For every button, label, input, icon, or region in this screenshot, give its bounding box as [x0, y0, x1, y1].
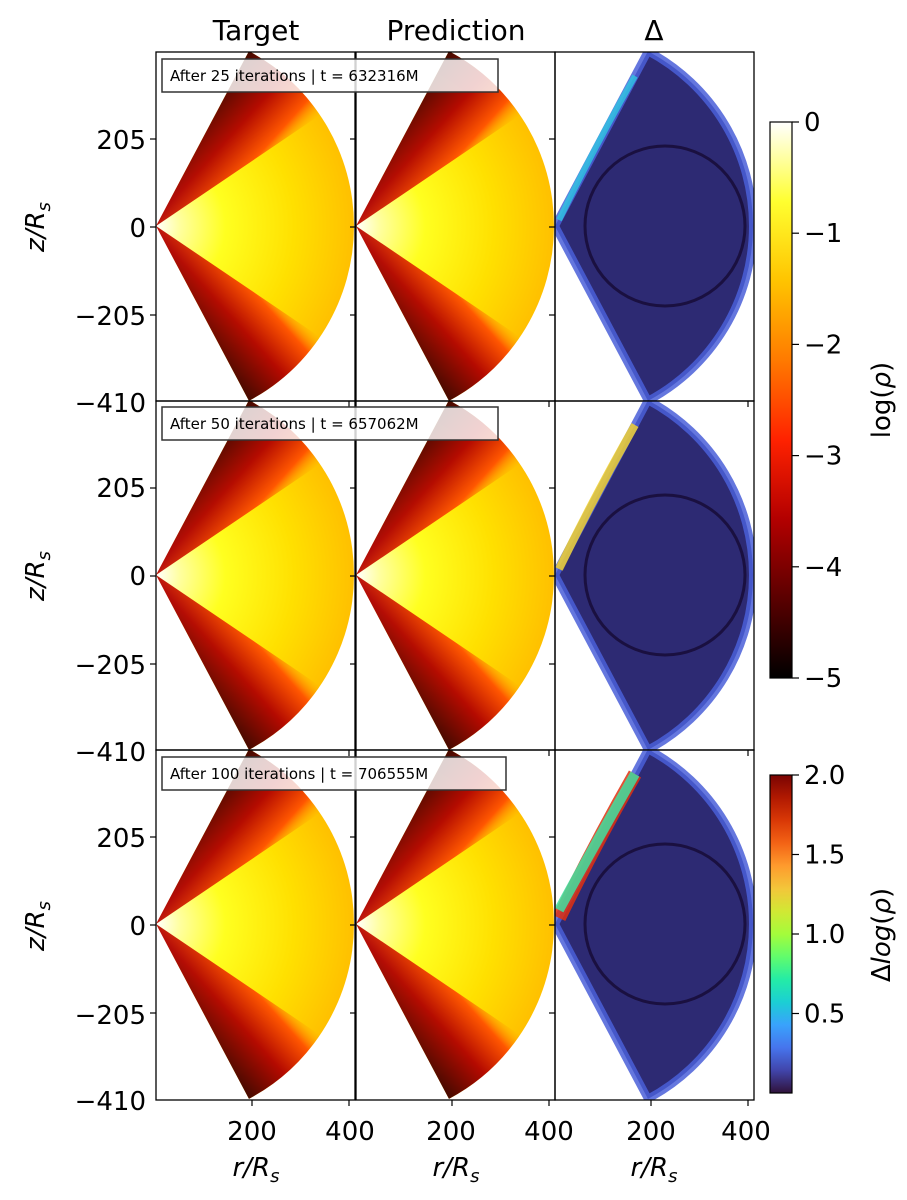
y-tick-label: 0 — [129, 214, 146, 244]
colorbar-tick-label: −4 — [804, 553, 842, 583]
jet-region — [356, 750, 520, 924]
y-ticks-row-1: 205 0 −205 −410 — [75, 126, 146, 419]
annotation-row-3-text: After 100 iterations | t = 706555M — [170, 765, 428, 783]
x-tick-label: 200 — [227, 1117, 277, 1147]
jet-region — [356, 226, 520, 401]
delta-structure — [583, 842, 747, 1006]
jet-region — [156, 401, 320, 575]
colorbar-tick-label: 1.0 — [804, 920, 845, 950]
jet-region — [356, 52, 520, 226]
y-tick-label: 0 — [129, 912, 146, 942]
x-axis-label-col-3: r/Rs — [631, 1153, 678, 1187]
x-tick-label: 200 — [626, 1117, 676, 1147]
x-axis-label-col-1: r/Rs — [233, 1153, 280, 1187]
y-tick-label: −205 — [75, 302, 146, 332]
x-ticks-col-3: 200 400 — [626, 1117, 771, 1147]
panel-r3-c1 — [150, 749, 356, 1106]
jet-region — [156, 226, 320, 401]
y-ticks-row-2: 205 0 −205 −410 — [75, 474, 146, 768]
column-title-prediction: Prediction — [386, 14, 525, 47]
panel-r3-c3 — [549, 749, 755, 1106]
colorbar-tick-label: −3 — [804, 442, 842, 472]
x-tick-label: 400 — [325, 1117, 375, 1147]
panel-r2-c2 — [350, 400, 556, 756]
y-tick-label: −205 — [75, 651, 146, 681]
x-tick-label: 400 — [721, 1117, 771, 1147]
annotation-row-2: After 50 iterations | t = 657062M — [161, 406, 499, 441]
y-tick-label: −410 — [75, 389, 146, 419]
delta-structure — [583, 144, 747, 308]
panel-r1-c2 — [350, 51, 556, 407]
colorbar-difference-label: Δlog(ρ) — [867, 888, 897, 982]
panel-r2-c3 — [549, 400, 755, 756]
x-tick-label: 200 — [426, 1117, 476, 1147]
delta-structure — [583, 493, 747, 657]
colorbar-tick-label: 0 — [804, 108, 821, 138]
y-tick-label: 205 — [96, 126, 146, 156]
delta-hotspot — [555, 423, 639, 571]
y-tick-label: −205 — [75, 1001, 146, 1031]
x-tick-label: 400 — [524, 1117, 574, 1147]
y-tick-label: 205 — [96, 824, 146, 854]
x-axis-label-col-2: r/Rs — [433, 1153, 480, 1187]
y-axis-label-row-2: z/Rs — [21, 551, 55, 602]
colorbar-tick-label: −5 — [804, 664, 842, 694]
colorbar-tick-label: −2 — [804, 330, 842, 360]
colorbar-density-label: log(ρ) — [867, 362, 897, 438]
panel-grid — [150, 51, 755, 1106]
delta-hotspot — [555, 771, 640, 913]
jet-region — [356, 401, 520, 575]
annotation-row-1-text: After 25 iterations | t = 632316M — [170, 67, 419, 85]
column-title-delta: Δ — [644, 14, 663, 47]
jet-region — [156, 52, 320, 226]
column-title-target: Target — [212, 14, 300, 47]
y-tick-label: 0 — [129, 562, 146, 592]
y-tick-label: 205 — [96, 474, 146, 504]
panel-r3-c2 — [350, 749, 556, 1106]
delta-hotspot — [556, 74, 638, 222]
annotation-row-3: After 100 iterations | t = 706555M — [161, 756, 507, 791]
colorbar-density: 0 −1 −2 −3 −4 −5 log(ρ) — [769, 108, 897, 694]
jet-region — [156, 924, 320, 1099]
y-ticks-row-3: 205 0 −205 −410 — [75, 824, 146, 1117]
colorbar-tick-label: −1 — [804, 219, 842, 249]
jet-region — [156, 750, 320, 924]
x-ticks-col-1: 200 400 — [227, 1117, 375, 1147]
y-axis-label-row-3: z/Rs — [21, 901, 55, 952]
panel-r1-c1 — [150, 51, 356, 407]
panel-r2-c1 — [150, 400, 356, 756]
jet-region — [356, 924, 520, 1099]
y-tick-label: −410 — [75, 1087, 146, 1117]
colorbar-difference: 2.0 1.5 1.0 0.5 Δlog(ρ) — [769, 761, 897, 1094]
x-ticks-col-2: 200 400 — [426, 1117, 574, 1147]
jet-region — [356, 575, 520, 750]
jet-region — [156, 575, 320, 750]
panel-r1-c3 — [549, 51, 755, 407]
y-tick-label: −410 — [75, 738, 146, 768]
colorbar-tick-label: 2.0 — [804, 761, 845, 791]
colorbar-tick-label: 0.5 — [804, 1000, 845, 1030]
annotation-row-1: After 25 iterations | t = 632316M — [161, 58, 499, 93]
annotation-row-2-text: After 50 iterations | t = 657062M — [170, 415, 419, 433]
y-axis-label-row-1: z/Rs — [21, 202, 55, 253]
colorbar-tick-label: 1.5 — [804, 841, 845, 871]
